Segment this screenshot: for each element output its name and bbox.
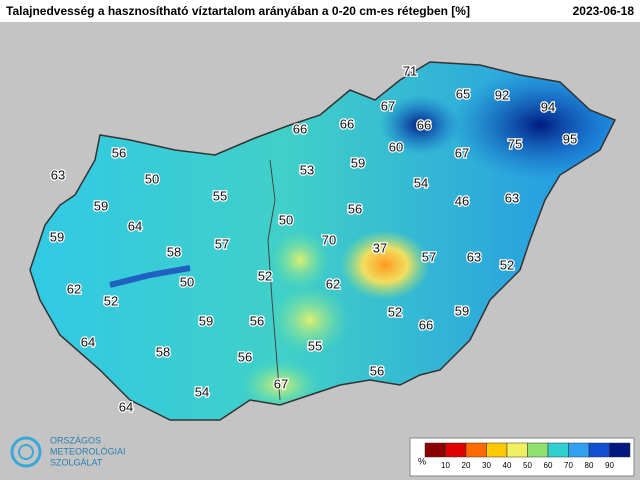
legend-tick: 10 — [441, 461, 450, 470]
station-value: 59 — [351, 155, 365, 170]
station-value: 54 — [414, 175, 428, 190]
station-value: 56 — [238, 349, 252, 364]
labels: 71 65 92 94 95 67 66 66 66 60 67 75 56 63 50 53 59 54 55 56… — [49, 62, 579, 416]
station-value: 64 — [128, 218, 142, 233]
station-value: 58 — [167, 244, 181, 259]
colorbar-segment — [527, 442, 549, 458]
station-value: 57 — [215, 236, 229, 251]
station-value: 64 — [119, 399, 133, 414]
legend-tick: 90 — [605, 461, 614, 470]
station-value: 55 — [213, 188, 227, 203]
station-value: 57 — [422, 249, 436, 264]
station-value: 59 — [50, 229, 64, 244]
station-value: 75 — [508, 136, 522, 151]
station-value: 63 — [51, 167, 65, 182]
station-value: 50 — [279, 212, 293, 227]
station-value: 59 — [455, 303, 469, 318]
station-value: 56 — [250, 313, 264, 328]
station-value: 94 — [541, 99, 555, 114]
logo-text: METEOROLÓGIAI — [50, 446, 126, 456]
station-value: 71 — [403, 63, 417, 78]
station-value: 52 — [388, 304, 402, 319]
border — [29, 61, 617, 421]
station-value: 67 — [274, 376, 288, 391]
colorbar-segment — [568, 442, 590, 458]
legend-tick: 70 — [564, 461, 573, 470]
station-value: 66 — [419, 317, 433, 332]
station-value: 55 — [308, 338, 322, 353]
station-value: 70 — [322, 232, 336, 247]
logo: ORSZÁGOS METEOROLÓGIAI SZOLGÁLAT — [10, 435, 126, 468]
station-value: 52 — [258, 268, 272, 283]
station-value: 59 — [94, 198, 108, 213]
station-value: 60 — [389, 139, 403, 154]
station-value: 62 — [326, 276, 340, 291]
station-value: 56 — [348, 201, 362, 216]
station-value: 95 — [563, 131, 577, 146]
station-value: 56 — [112, 145, 126, 160]
station-value: 59 — [199, 313, 213, 328]
station-value: 66 — [340, 116, 354, 131]
station-value: 37 — [373, 240, 387, 255]
station-value: 58 — [156, 344, 170, 359]
colorbar: 10 20 30 40 50 60 70 80 90 — [424, 442, 631, 470]
colorbar-segment — [609, 442, 631, 458]
title: Talajnedvesség a hasznosítható víztartal… — [6, 4, 470, 18]
station-value: 50 — [145, 171, 159, 186]
colorbar-segment — [465, 442, 487, 458]
station-value: 66 — [293, 121, 307, 136]
station-value: 62 — [67, 281, 81, 296]
legend-tick: 80 — [585, 461, 594, 470]
legend-tick: 30 — [482, 461, 491, 470]
station-value: 46 — [455, 193, 469, 208]
legend-tick: 40 — [503, 461, 512, 470]
station-value: 50 — [180, 274, 194, 289]
legend-tick: 60 — [544, 461, 553, 470]
legend-tick: 50 — [523, 461, 532, 470]
station-value: 63 — [467, 249, 481, 264]
logo-text: ORSZÁGOS — [50, 435, 101, 445]
logo-text: SZOLGÁLAT — [50, 457, 103, 467]
date: 2023-06-18 — [573, 4, 635, 18]
station-value: 64 — [81, 334, 95, 349]
balaton — [109, 265, 191, 288]
colorbar-segment — [424, 442, 446, 458]
station-value: 52 — [500, 257, 514, 272]
station-value: 92 — [495, 87, 509, 102]
station-value: 52 — [104, 293, 118, 308]
legend-unit: % — [418, 456, 426, 466]
colorbar-segment — [486, 442, 508, 458]
station-value: 53 — [300, 162, 314, 177]
station-value: 66 — [417, 117, 431, 132]
station-value: 54 — [195, 384, 209, 399]
station-value: 56 — [370, 363, 384, 378]
colorbar-segment — [588, 442, 610, 458]
legend-tick: 20 — [462, 461, 471, 470]
station-value: 63 — [505, 190, 519, 205]
colorbar-segment — [445, 442, 467, 458]
station-value: 67 — [381, 98, 395, 113]
station-value: 67 — [455, 145, 469, 160]
station-value: 65 — [456, 86, 470, 101]
header — [0, 0, 640, 22]
colorbar-segment — [506, 442, 528, 458]
river — [267, 159, 281, 401]
colorbar-segment — [547, 442, 569, 458]
